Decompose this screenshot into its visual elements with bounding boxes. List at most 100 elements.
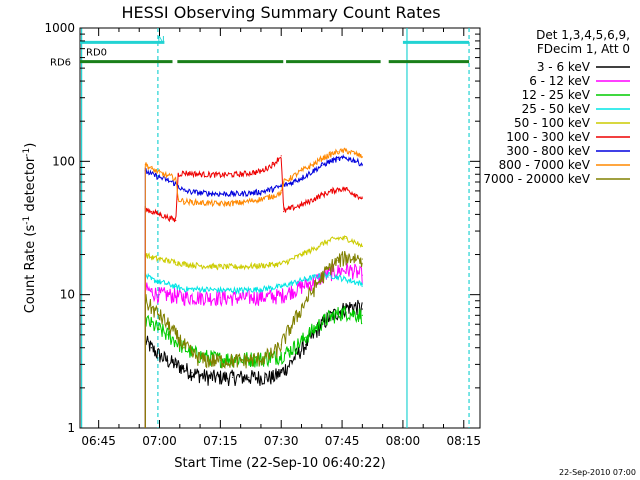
- series-8-point-0: [144, 300, 146, 302]
- series-2-point-23: [361, 314, 363, 316]
- series-5-point-10: [260, 170, 262, 173]
- y-axis-label-mid: detector: [23, 156, 38, 216]
- series-7-point-8: [219, 203, 221, 205]
- series-4-point-16: [337, 237, 339, 239]
- series-1-point-1: [150, 291, 152, 293]
- series-8-point-3: [167, 323, 169, 325]
- series-6-point-18: [345, 157, 347, 159]
- series-0-point-8: [207, 376, 209, 378]
- series-4-point-18: [353, 241, 355, 243]
- series-7-point-15: [300, 170, 303, 172]
- series-2-point-14: [288, 350, 290, 352]
- series-7-point-14: [288, 178, 290, 180]
- series-4: [144, 235, 363, 428]
- series-2-point-1: [150, 323, 152, 325]
- series-3-point-15: [329, 274, 331, 276]
- series-1-point-10: [280, 295, 282, 297]
- series-4-point-11: [288, 260, 290, 262]
- series-5-point-18: [329, 191, 331, 193]
- series-0-point-10: [231, 376, 234, 378]
- series-5-point-21: [353, 193, 355, 195]
- series-4-point-10: [280, 263, 282, 265]
- series-6-point-16: [329, 160, 331, 162]
- chart-title: HESSI Observing Summary Count Rates: [121, 3, 440, 22]
- series-3-point-11: [288, 283, 290, 285]
- legend-header-line1: Det 1,3,4,5,6,9,: [536, 28, 630, 42]
- y-tick-label-3: 1000: [44, 21, 75, 35]
- series-3-point-10: [280, 285, 282, 288]
- legend-label-7: 800 - 7000 keV: [499, 158, 591, 172]
- series-1-point-18: [353, 270, 355, 272]
- series-5-point-14: [288, 208, 290, 210]
- y-tick-label-0: 1: [67, 421, 75, 435]
- series-1-point-6: [199, 296, 201, 298]
- series-layer: [144, 147, 363, 428]
- series-5-point-7: [199, 173, 201, 175]
- series-line-4: [144, 235, 363, 428]
- series-3-point-6: [199, 288, 201, 290]
- x-axis-label: Start Time (22-Sep-10 06:40:22): [174, 456, 385, 471]
- series-3-point-8: [240, 289, 242, 291]
- series-2-point-17: [313, 328, 315, 330]
- series-3-point-19: [361, 283, 363, 285]
- series-1-point-11: [288, 291, 290, 293]
- series-5-point-9: [240, 173, 242, 175]
- legend-label-4: 50 - 100 keV: [514, 116, 591, 130]
- y-axis-label-sup1: -1: [22, 216, 32, 225]
- series-2-point-4: [175, 340, 177, 342]
- series-line-3: [144, 270, 363, 428]
- series-8-point-1: [150, 306, 152, 309]
- series-1-point-19: [361, 274, 363, 276]
- series-6-point-9: [260, 191, 262, 193]
- series-6-point-20: [361, 163, 363, 165]
- series-8-point-9: [219, 360, 221, 362]
- series-0-point-15: [288, 363, 290, 365]
- series-5-point-15: [300, 204, 303, 206]
- series-1-point-16: [337, 270, 339, 272]
- series-2-point-20: [337, 313, 339, 315]
- series-0-point-13: [272, 376, 274, 378]
- x-tick-label-0: 06:45: [81, 434, 116, 448]
- legend-label-3: 25 - 50 keV: [522, 102, 591, 116]
- series-0-point-22: [345, 306, 347, 309]
- series-0-point-18: [313, 334, 315, 336]
- x-tick-label-4: 07:45: [325, 434, 360, 448]
- series-8-point-14: [288, 328, 290, 330]
- series-5-point-1: [150, 210, 152, 213]
- legend-label-8: 7000 - 20000 keV: [483, 172, 590, 186]
- series-4-point-14: [321, 243, 323, 245]
- series-8: [144, 250, 363, 428]
- series-2-point-22: [353, 313, 355, 315]
- series-3-point-2: [158, 281, 161, 283]
- series-7-point-20: [345, 150, 347, 152]
- legend-label-5: 100 - 300 keV: [506, 130, 590, 144]
- series-4-point-4: [175, 261, 177, 263]
- series-6-point-5: [183, 190, 185, 192]
- series-6-point-1: [150, 173, 152, 175]
- series-4-point-5: [183, 263, 185, 265]
- series-6-point-13: [300, 177, 303, 179]
- series-5-point-22: [361, 197, 363, 199]
- series-1-point-5: [183, 296, 185, 298]
- series-6-point-11: [280, 185, 282, 187]
- series-0-point-9: [219, 376, 221, 378]
- series-0-point-12: [264, 376, 266, 378]
- series-1-point-9: [260, 296, 262, 298]
- series-0-point-11: [248, 376, 250, 378]
- series-7-point-6: [183, 200, 185, 203]
- series-1-point-2: [158, 294, 161, 296]
- series-8-point-21: [345, 256, 347, 259]
- series-8-point-6: [191, 353, 193, 355]
- series-5-point-4: [175, 219, 177, 222]
- series-1-point-7: [219, 297, 221, 299]
- y-axis-label: Count Rate (s-1 detector-1): [22, 143, 38, 314]
- series-2-point-13: [280, 354, 282, 357]
- series-0-point-3: [167, 360, 169, 362]
- series-2-point-5: [183, 347, 185, 349]
- timestamp-label: 22-Sep-2010 07:00: [559, 468, 636, 477]
- series-5-point-13: [283, 210, 285, 213]
- series-1-point-3: [167, 294, 169, 296]
- series-8-point-11: [260, 358, 262, 360]
